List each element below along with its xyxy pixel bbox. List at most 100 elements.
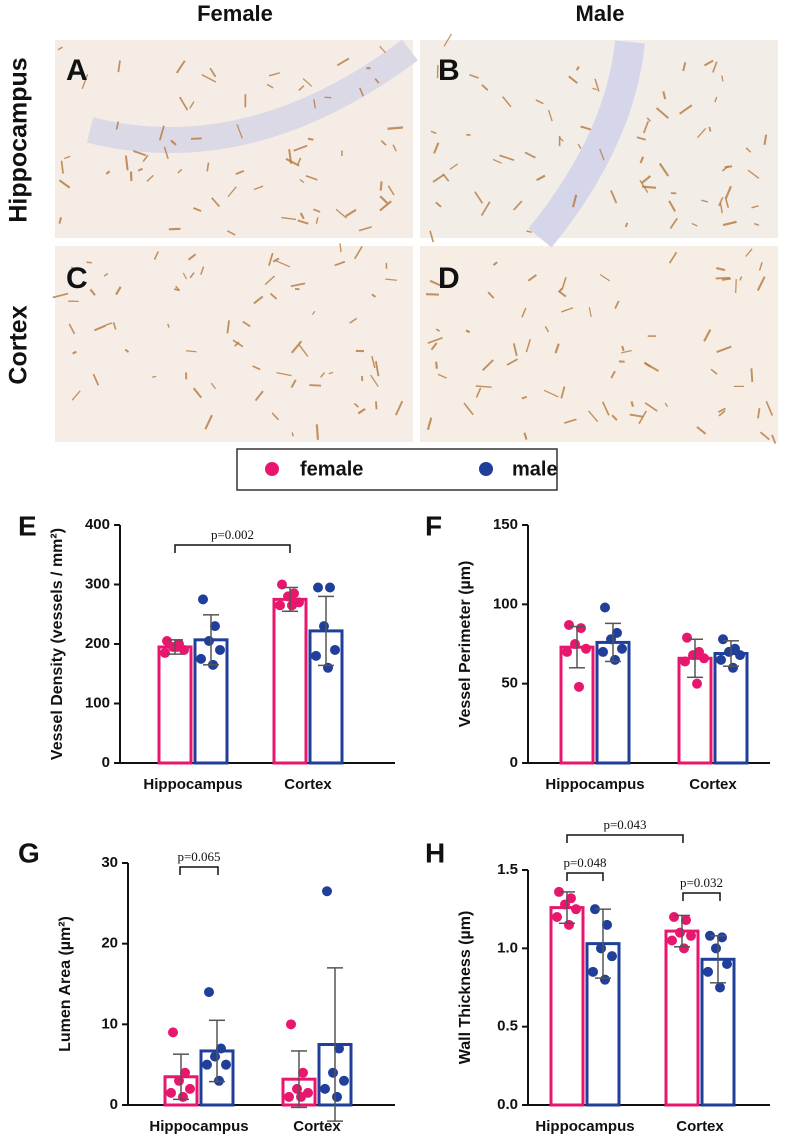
vessel (708, 126, 712, 132)
data-point (610, 654, 620, 665)
vessel (387, 126, 404, 130)
micrograph (420, 246, 778, 442)
vessel (433, 142, 440, 154)
data-point (600, 602, 610, 613)
vessel (621, 345, 625, 352)
data-point (667, 935, 677, 946)
panel-letter: F (425, 510, 442, 541)
bar (559, 645, 595, 765)
vessel (662, 91, 667, 100)
data-point (210, 621, 220, 632)
data-point (564, 919, 574, 930)
vessel (252, 365, 261, 371)
vessel (712, 61, 718, 73)
vessel (443, 33, 452, 47)
vessel (487, 291, 495, 299)
vessel (94, 324, 106, 332)
panel-letter: E (18, 510, 37, 541)
y-tick-label: 10 (101, 1015, 118, 1032)
vessel (204, 414, 213, 430)
vessel (430, 130, 437, 135)
vessel (354, 245, 363, 260)
significance-bracket (682, 892, 721, 901)
column-label: Female (197, 1, 273, 26)
vessel (290, 282, 306, 288)
vessel (227, 186, 237, 198)
data-point (178, 1091, 188, 1102)
data-point (172, 641, 182, 652)
y-tick-label: 0.0 (497, 1096, 518, 1113)
vessel (167, 323, 170, 328)
vessel (636, 136, 646, 141)
vessel (379, 181, 383, 191)
y-tick-label: 100 (85, 694, 110, 711)
data-point (284, 1091, 294, 1102)
vessel (57, 46, 63, 51)
vessel (560, 386, 566, 399)
vessel (715, 276, 731, 280)
vessel (594, 78, 600, 92)
legend-marker (265, 462, 279, 476)
vessel (64, 155, 71, 160)
vessel (374, 361, 380, 377)
vessel (357, 407, 366, 415)
vessel (235, 169, 245, 176)
vessel (655, 107, 669, 119)
y-tick-label: 0 (102, 754, 110, 771)
vessel (432, 173, 445, 183)
vessel (117, 60, 121, 73)
vessel (189, 272, 195, 279)
vessel (275, 260, 291, 268)
vessel (668, 200, 677, 213)
vessel (291, 432, 295, 437)
data-point (185, 1083, 195, 1094)
vessel (137, 167, 143, 172)
vessel (543, 389, 559, 398)
data-point (332, 1091, 342, 1102)
data-point (680, 656, 690, 667)
data-point (703, 966, 713, 977)
vessel (629, 413, 643, 418)
vessel (437, 373, 447, 379)
bar (157, 645, 193, 765)
vessel (92, 373, 100, 386)
data-point (198, 594, 208, 605)
row-label: Cortex (5, 305, 33, 384)
vessel (719, 202, 723, 214)
vessel (104, 322, 113, 326)
x-tick-label: Hippocampus (143, 776, 242, 793)
x-tick-label: Cortex (293, 1118, 341, 1135)
vessel (276, 371, 292, 377)
vessel (624, 222, 629, 228)
vessel (639, 179, 649, 193)
legend-label: male (512, 458, 558, 480)
vessel (716, 345, 732, 354)
vessel (512, 343, 518, 357)
vessel (146, 174, 154, 182)
vessel (177, 168, 183, 174)
vessel (370, 374, 379, 388)
vessel (358, 87, 365, 97)
vessel (463, 402, 474, 416)
data-point (174, 1075, 184, 1086)
data-point (215, 644, 225, 655)
vessel (751, 205, 759, 209)
data-point (711, 943, 721, 954)
vessel (763, 134, 768, 145)
vessel (426, 417, 433, 431)
data-point (566, 893, 576, 904)
vessel (254, 390, 264, 402)
vessel (524, 151, 536, 159)
vessel (290, 340, 303, 354)
vessel (103, 272, 109, 277)
vessel (429, 279, 442, 287)
data-point (607, 951, 617, 962)
vessel (81, 73, 89, 90)
vessel (320, 372, 326, 378)
vessel (588, 410, 599, 423)
vessel (682, 62, 687, 72)
p-value: p=0.002 (211, 527, 254, 542)
vessel (722, 220, 737, 227)
vessel (474, 191, 484, 204)
vessel (642, 120, 650, 134)
